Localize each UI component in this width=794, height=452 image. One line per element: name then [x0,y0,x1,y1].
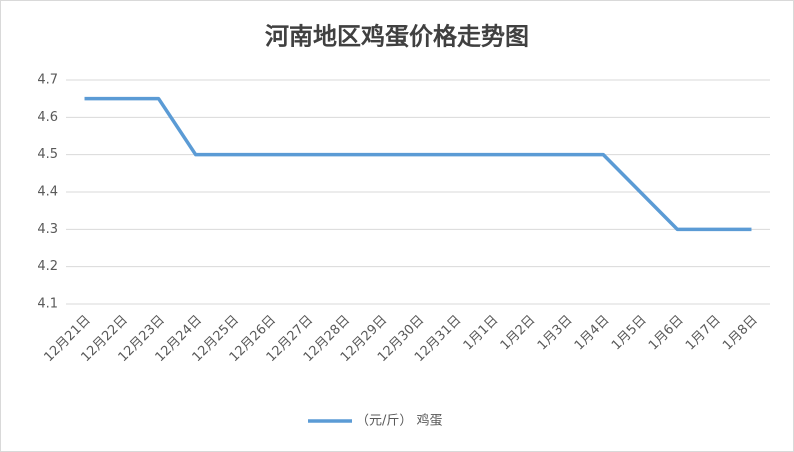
y-tick-label: 4.4 [37,185,58,200]
y-tick-label: 4.7 [37,73,58,88]
y-tick-label: 4.3 [37,222,58,237]
y-tick-label: 4.6 [37,110,58,125]
y-tick-label: 4.2 [37,259,58,274]
chart-title: 河南地区鸡蛋价格走势图 [265,22,529,51]
legend-label: （元/斤） 鸡蛋 [356,413,443,429]
data-line [84,96,752,232]
y-tick-label: 4.5 [37,147,58,162]
y-tick-label: 4.1 [37,297,58,312]
